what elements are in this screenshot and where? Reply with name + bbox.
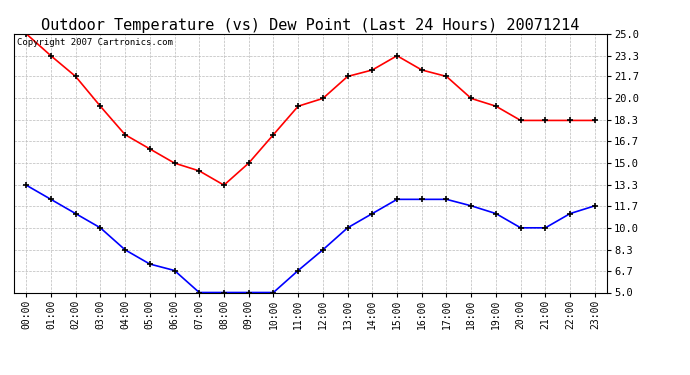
Title: Outdoor Temperature (vs) Dew Point (Last 24 Hours) 20071214: Outdoor Temperature (vs) Dew Point (Last… (41, 18, 580, 33)
Text: Copyright 2007 Cartronics.com: Copyright 2007 Cartronics.com (17, 38, 172, 46)
